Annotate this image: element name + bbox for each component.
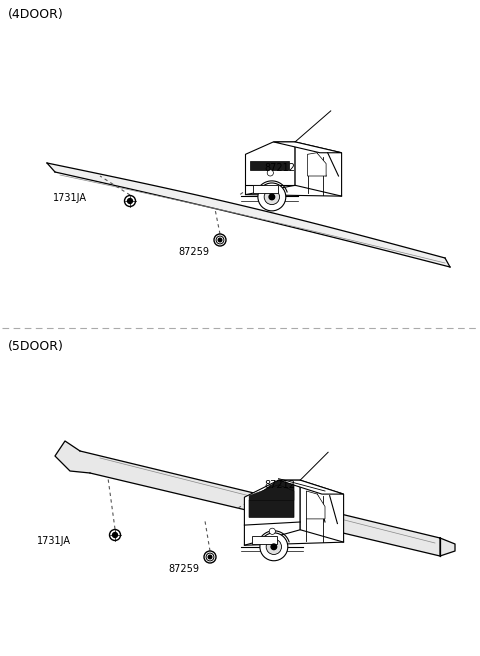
Polygon shape: [250, 161, 289, 170]
Text: 87212: 87212: [264, 163, 295, 173]
Polygon shape: [249, 485, 294, 501]
Circle shape: [260, 533, 288, 561]
Text: (5DOOR): (5DOOR): [8, 340, 64, 353]
Polygon shape: [300, 480, 344, 542]
Polygon shape: [295, 142, 342, 196]
Polygon shape: [440, 538, 455, 556]
Circle shape: [214, 234, 226, 246]
Circle shape: [206, 553, 214, 561]
Polygon shape: [278, 480, 344, 494]
FancyBboxPatch shape: [253, 185, 278, 193]
Circle shape: [269, 194, 275, 199]
Polygon shape: [249, 480, 294, 518]
Circle shape: [128, 199, 132, 203]
Circle shape: [267, 170, 274, 176]
Circle shape: [208, 555, 212, 559]
Circle shape: [112, 533, 118, 537]
Text: 87259: 87259: [178, 247, 209, 257]
Text: (4DOOR): (4DOOR): [8, 8, 64, 21]
Text: 87259: 87259: [168, 564, 199, 574]
Polygon shape: [47, 163, 450, 267]
Text: 1731JA: 1731JA: [53, 193, 87, 203]
Text: 87212: 87212: [264, 480, 295, 490]
Polygon shape: [245, 142, 295, 195]
Circle shape: [258, 183, 286, 211]
Text: 1731JA: 1731JA: [37, 536, 71, 546]
Circle shape: [109, 529, 120, 541]
Circle shape: [269, 528, 276, 535]
Circle shape: [204, 551, 216, 563]
Circle shape: [264, 189, 279, 205]
Polygon shape: [244, 480, 300, 545]
Polygon shape: [306, 491, 325, 519]
FancyBboxPatch shape: [252, 536, 277, 544]
Circle shape: [216, 236, 224, 244]
Circle shape: [271, 544, 276, 550]
Polygon shape: [274, 142, 342, 153]
Circle shape: [218, 238, 222, 242]
Circle shape: [124, 195, 135, 207]
Polygon shape: [55, 441, 90, 473]
Polygon shape: [308, 153, 326, 176]
Circle shape: [266, 539, 282, 554]
Polygon shape: [80, 451, 440, 556]
